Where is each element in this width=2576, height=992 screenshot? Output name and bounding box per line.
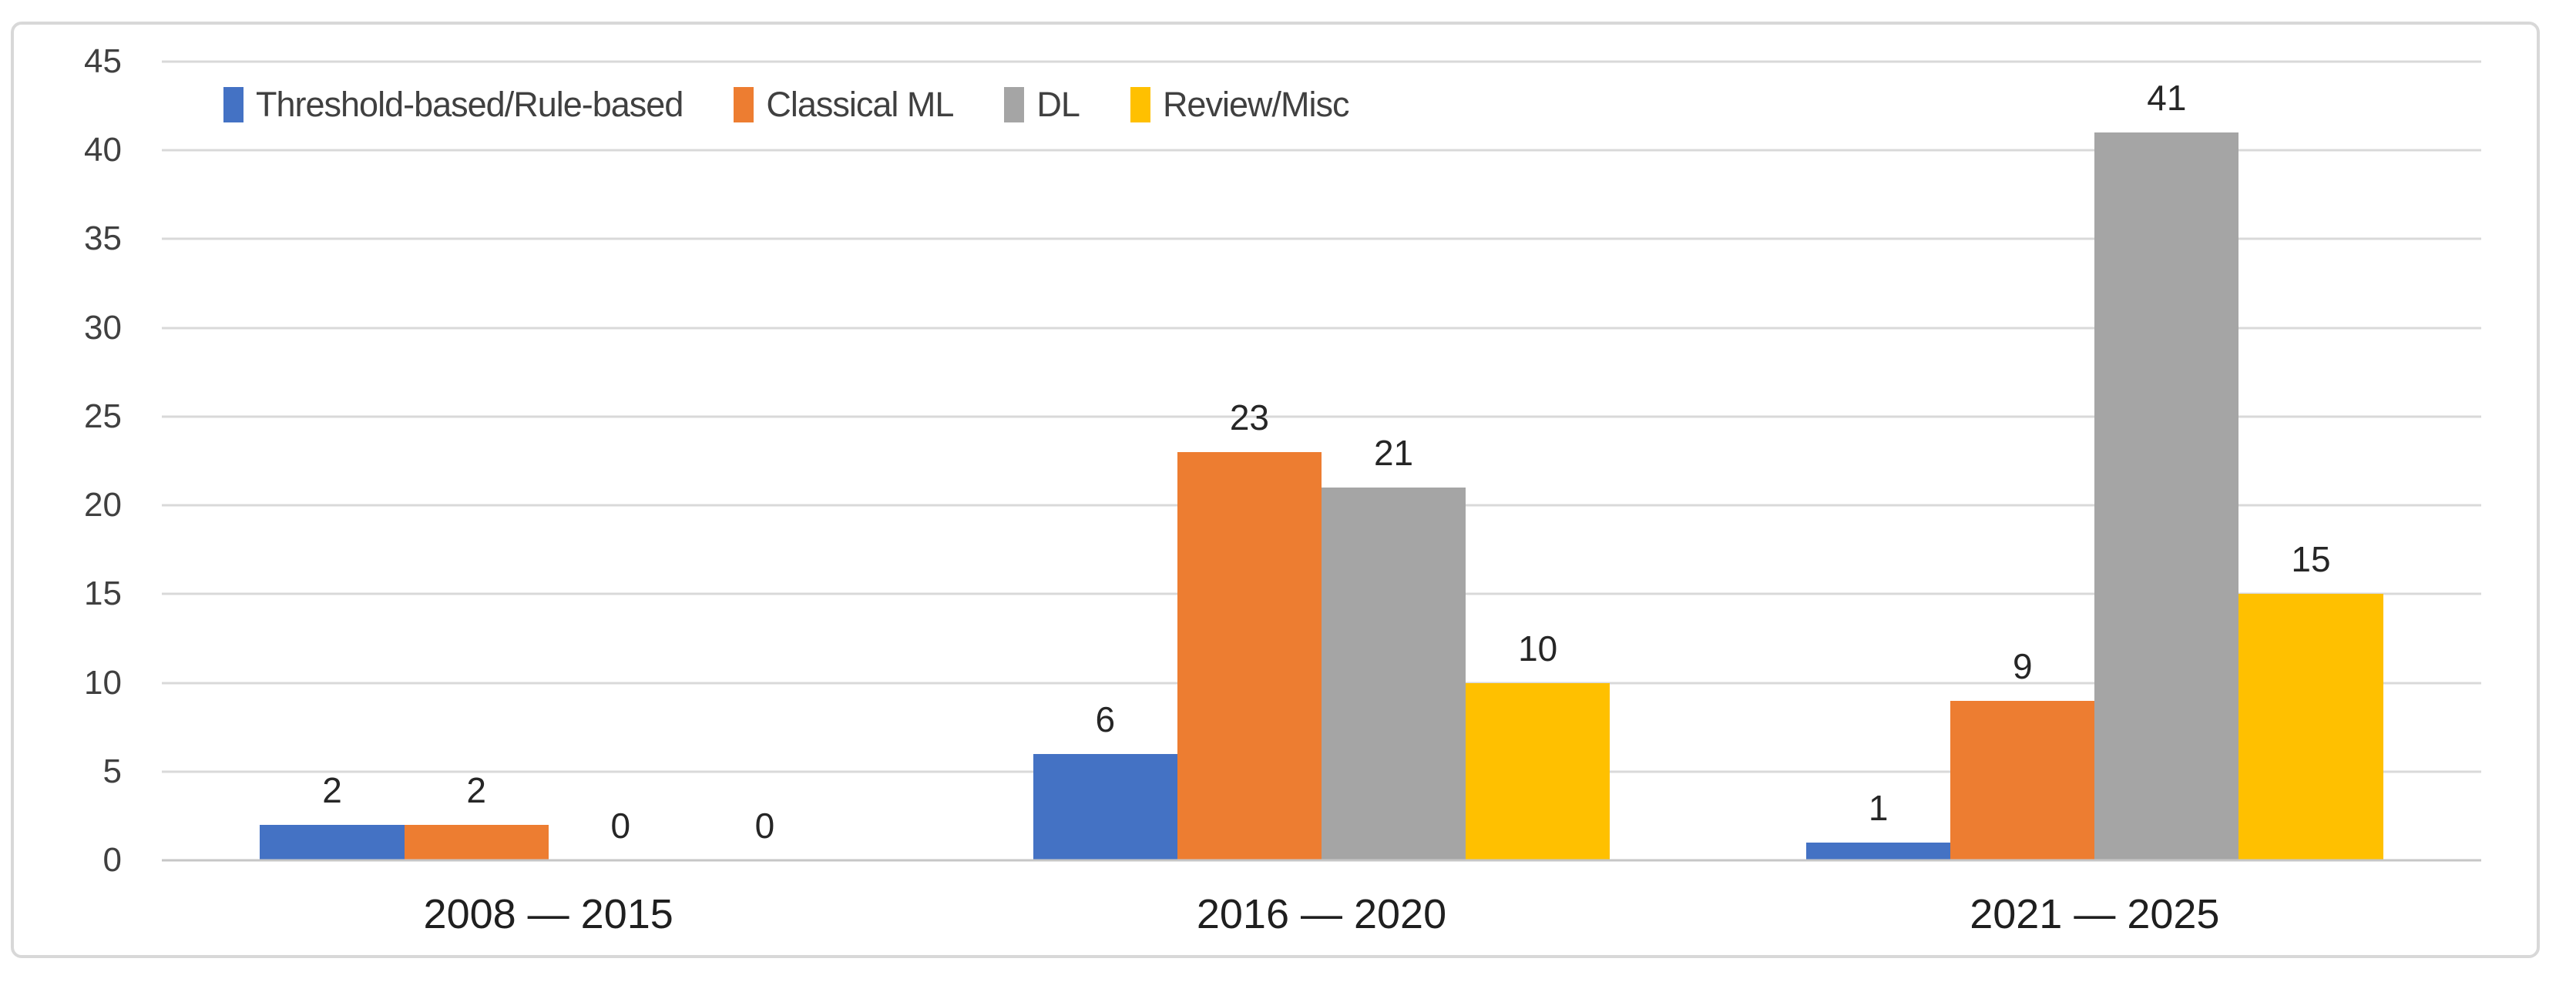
bar-classical-ml-group-3: 9 — [1950, 648, 2095, 860]
y-tick-label-0: 0 — [102, 841, 122, 879]
y-tick-label-20: 20 — [84, 486, 122, 524]
legend-label: Threshold-based/Rule-based — [256, 85, 683, 124]
data-label-review-misc-group-2: 10 — [1518, 628, 1558, 669]
y-tick-label-5: 5 — [102, 752, 122, 790]
category-label-3: 2021 — 2025 — [1970, 891, 2220, 937]
plot-area: 2 2 0 0 6 23 21 10 1 9 41 15 0 5 10 15 20 25 30 35 40 45 — [84, 45, 2481, 877]
y-tick-label-15: 15 — [84, 575, 122, 613]
legend-swatch-icon — [1004, 87, 1025, 122]
y-tick-label-45: 45 — [84, 42, 122, 80]
bar-cluster-1: 2 2 0 0 — [260, 62, 836, 860]
data-label-dl-group-3: 41 — [2147, 78, 2187, 119]
legend-swatch-icon — [223, 87, 243, 122]
gridline-40 — [162, 149, 2481, 152]
bar-dl-group-2: 21 — [1322, 435, 1466, 860]
bar-group-2: 6 23 21 10 — [935, 62, 1708, 860]
bar-threshold-based-rule-based-group-1: 2 — [260, 772, 405, 860]
legend-swatch-icon — [734, 87, 754, 122]
data-label-threshold-based-rule-based-group-2: 6 — [1095, 699, 1116, 739]
gridline-35 — [162, 237, 2481, 240]
legend-label: Review/Misc — [1162, 85, 1350, 124]
category-label-2: 2016 — 2020 — [1196, 891, 1447, 937]
legend-swatch-icon — [1130, 87, 1150, 122]
legend-label: DL — [1036, 85, 1080, 124]
legend-item-classical-ml: Classical ML — [734, 85, 954, 125]
legend-item-threshold-based-rule-based: Threshold-based/Rule-based — [223, 85, 683, 125]
gridline-30 — [162, 327, 2481, 330]
data-label-classical-ml-group-2: 23 — [1229, 397, 1270, 437]
legend-item-dl: DL — [1004, 85, 1080, 125]
bar-group-1: 2 2 0 0 — [162, 62, 935, 860]
data-label-threshold-based-rule-based-group-3: 1 — [1868, 787, 1889, 828]
gridline-25 — [162, 415, 2481, 418]
gridline-45 — [162, 60, 2481, 63]
y-tick-label-25: 25 — [84, 397, 122, 435]
y-tick-label-30: 30 — [84, 308, 122, 347]
legend-item-review-misc: Review/Misc — [1130, 85, 1349, 125]
data-label-dl-group-2: 21 — [1373, 433, 1414, 474]
bar-threshold-based-rule-based-group-2: 6 — [1033, 702, 1177, 860]
legend-label: Classical ML — [766, 85, 954, 124]
bar-groups: 2 2 0 0 6 23 21 10 1 9 41 15 — [162, 62, 2481, 860]
data-label-classical-ml-group-1: 2 — [466, 769, 486, 810]
y-tick-label-40: 40 — [84, 131, 122, 169]
bar-dl-group-3: 41 — [2094, 80, 2239, 860]
category-label-1: 2008 — 2015 — [423, 891, 673, 937]
data-label-review-misc-group-3: 15 — [2291, 539, 2331, 580]
bar-classical-ml-group-2: 23 — [1177, 400, 1322, 860]
y-tick-label-35: 35 — [84, 220, 122, 258]
bar-review-misc-group-3: 15 — [2238, 541, 2383, 860]
bar-cluster-3: 1 9 41 15 — [1806, 62, 2383, 860]
bar-threshold-based-rule-based-group-3: 1 — [1806, 790, 1951, 860]
data-label-classical-ml-group-3: 9 — [2012, 645, 2033, 686]
bar-cluster-2: 6 23 21 10 — [1033, 62, 1610, 860]
legend: Threshold-based/Rule-based Classical ML DL… — [223, 85, 1399, 125]
data-label-threshold-based-rule-based-group-1: 2 — [322, 769, 342, 810]
bar-review-misc-group-2: 10 — [1466, 631, 1610, 860]
chart-frame: Threshold-based/Rule-based Classical ML DL… — [11, 22, 2540, 958]
data-label-dl-group-1: 0 — [610, 806, 631, 846]
data-label-review-misc-group-1: 0 — [754, 806, 775, 846]
y-tick-label-10: 10 — [84, 663, 122, 702]
bar-classical-ml-group-1: 2 — [404, 772, 549, 860]
x-axis-labels: 2008 — 2015 2016 — 2020 2021 — 2025 — [162, 872, 2481, 957]
x-axis-line — [162, 859, 2481, 862]
bar-group-3: 1 9 41 15 — [1708, 62, 2481, 860]
